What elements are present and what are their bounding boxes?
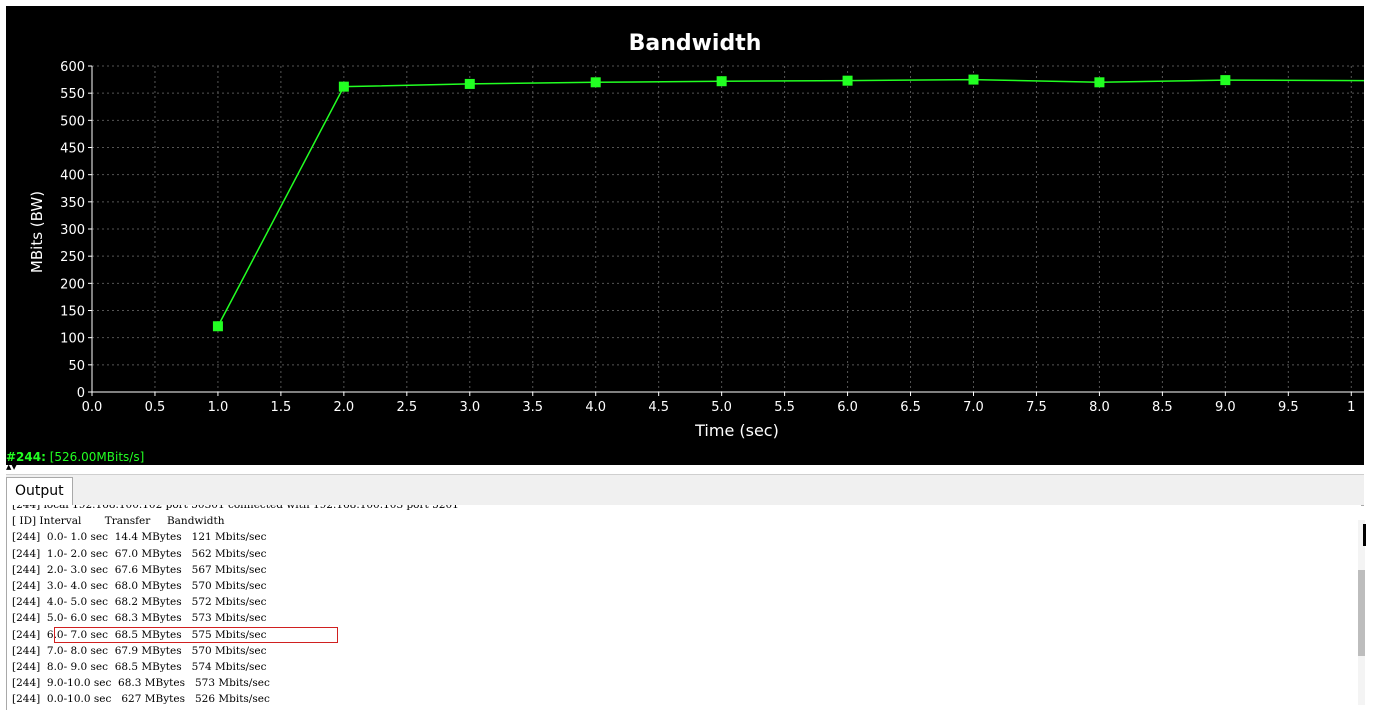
y-tick-label: 0	[77, 386, 85, 401]
x-tick-label: 7.5	[1026, 400, 1047, 415]
output-line: [244] 1.0- 2.0 sec 67.0 MBytes 562 Mbits…	[12, 547, 267, 560]
chart-grid	[92, 65, 1364, 392]
bandwidth-chart: Bandwidth 0 50 100 150 200 250 300 350 400 450 500…	[28, 31, 1364, 440]
x-tick-label: 8.0	[1089, 400, 1110, 415]
output-line: [244] 8.0- 9.0 sec 68.5 MBytes 574 Mbits…	[12, 660, 267, 673]
y-tick-label: 300	[60, 223, 85, 238]
chart-title: Bandwidth	[629, 31, 762, 56]
x-tick-label: 8.5	[1152, 400, 1173, 415]
output-line: [244] 6.0- 7.0 sec 68.5 MBytes 575 Mbits…	[12, 626, 459, 643]
y-tick-label: 350	[60, 196, 85, 211]
x-tick-label: 1.0	[208, 400, 229, 415]
x-tick-label: 0.5	[145, 400, 166, 415]
y-tick-label: 400	[60, 169, 85, 184]
x-tick-label: 1.5	[271, 400, 292, 415]
chart-axes	[88, 65, 1364, 396]
output-line-connection: [244] local 192.168.100.102 port 50301 c…	[12, 505, 459, 511]
y-tick-label: 200	[60, 277, 85, 292]
x-tick-label: 7.0	[963, 400, 984, 415]
y-tick-label: 500	[60, 114, 85, 129]
scrollbar-thumb[interactable]	[1358, 570, 1365, 656]
x-tick-label: 5.0	[711, 400, 732, 415]
bandwidth-series	[212, 74, 1364, 332]
output-line: [244] 5.0- 6.0 sec 68.3 MBytes 573 Mbits…	[12, 612, 267, 625]
y-tick-label: 600	[60, 60, 85, 75]
output-line-header: [ ID] Interval Transfer Bandwidth	[12, 515, 225, 528]
y-axis-ticks: 0 50 100 150 200 250 300 350 400 450 500 550 600	[60, 60, 85, 401]
y-tick-label: 50	[68, 359, 85, 374]
output-line: [244] 7.0- 8.0 sec 67.9 MBytes 570 Mbits…	[12, 644, 267, 657]
scrollbar-marker	[1363, 524, 1366, 546]
y-axis-label: MBits (BW)	[28, 191, 46, 273]
x-tick-label: 1	[1347, 400, 1355, 415]
data-point-marker	[590, 77, 601, 88]
output-lines: [244] local 192.168.100.102 port 50301 c…	[12, 505, 459, 707]
x-tick-label: 0.0	[82, 400, 103, 415]
output-console[interactable]: [244] local 192.168.100.102 port 50301 c…	[6, 505, 1361, 710]
output-line: [244] 2.0- 3.0 sec 67.6 MBytes 567 Mbits…	[12, 563, 267, 576]
output-scrollbar[interactable]	[1358, 520, 1365, 705]
y-tick-label: 250	[60, 250, 85, 265]
data-point-marker	[1220, 75, 1231, 86]
data-point-marker	[968, 74, 979, 85]
stream-status: #244: [526.00MBits/s]	[6, 449, 144, 465]
tab-output[interactable]: Output	[6, 477, 73, 505]
x-tick-label: 5.5	[774, 400, 795, 415]
y-tick-label: 150	[60, 305, 85, 320]
x-axis-label: Time (sec)	[694, 421, 779, 440]
x-tick-label: 3.5	[522, 400, 543, 415]
data-point-marker	[338, 81, 349, 92]
data-point-marker	[464, 78, 475, 89]
data-point-marker	[212, 321, 223, 332]
output-line: [244] 3.0- 4.0 sec 68.0 MBytes 570 Mbits…	[12, 579, 267, 592]
data-point-marker	[1094, 77, 1105, 88]
y-tick-label: 450	[60, 142, 85, 157]
x-tick-label: 2.0	[334, 400, 355, 415]
highlight-box	[54, 626, 338, 643]
y-tick-label: 550	[60, 87, 85, 102]
stream-id: #244:	[6, 450, 46, 464]
x-tick-label: 2.5	[396, 400, 417, 415]
x-tick-label: 4.5	[648, 400, 669, 415]
data-point-marker	[716, 76, 727, 87]
output-line: [244] 4.0- 5.0 sec 68.2 MBytes 572 Mbits…	[12, 596, 267, 609]
x-axis-ticks: 0.0 0.5 1.0 1.5 2.0 2.5 3.0 3.5 4.0 4.5 5.0 5.5 6.0 6…	[82, 400, 1356, 415]
x-tick-label: 3.0	[459, 400, 480, 415]
panel-splitter[interactable]: ▲▼	[6, 463, 1364, 474]
output-line: [244] 0.0- 1.0 sec 14.4 MBytes 121 Mbits…	[12, 531, 267, 544]
data-point-marker	[842, 75, 853, 86]
splitter-arrows-icon[interactable]: ▲▼	[6, 463, 17, 471]
series-line	[217, 78, 1364, 327]
x-tick-label: 9.0	[1215, 400, 1236, 415]
x-tick-label: 9.5	[1278, 400, 1299, 415]
output-line: [244] 0.0-10.0 sec 627 MBytes 526 Mbits/…	[12, 693, 270, 706]
output-tab-bar: Output	[6, 474, 1364, 506]
x-tick-label: 6.0	[837, 400, 858, 415]
x-tick-label: 6.5	[900, 400, 921, 415]
x-tick-label: 4.0	[585, 400, 606, 415]
stream-rate: [526.00MBits/s]	[49, 450, 145, 464]
output-line: [244] 9.0-10.0 sec 68.3 MBytes 573 Mbits…	[12, 677, 270, 690]
y-tick-label: 100	[60, 332, 85, 347]
bandwidth-chart-panel: Bandwidth 0 50 100 150 200 250 300 350 400 450 500…	[6, 6, 1364, 465]
